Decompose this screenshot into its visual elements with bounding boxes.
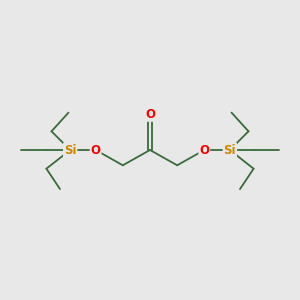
Text: Si: Si xyxy=(64,143,76,157)
Text: O: O xyxy=(199,143,209,157)
Text: O: O xyxy=(145,108,155,121)
Text: Si: Si xyxy=(224,143,236,157)
Text: O: O xyxy=(91,143,101,157)
